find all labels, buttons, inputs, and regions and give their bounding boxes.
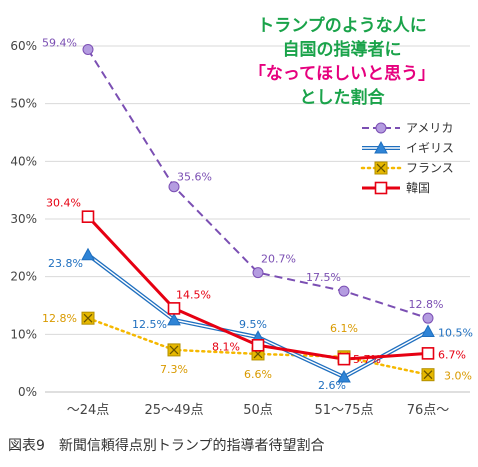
legend-entry: イギリス <box>362 140 454 155</box>
y-tick-label: 40% <box>10 154 37 168</box>
marker-韓国 <box>251 338 265 352</box>
data-label: 6.7% <box>438 348 466 361</box>
marker-韓国 <box>167 302 181 315</box>
chart-title-line: 自国の指導者に <box>283 39 402 60</box>
legend-label: アメリカ <box>406 121 453 135</box>
chart-title-line: とした割合 <box>300 87 386 108</box>
marker-韓国 <box>421 347 435 360</box>
marker-イギリス <box>421 324 435 337</box>
marker-イギリス <box>167 312 181 326</box>
marker-アメリカ <box>168 181 180 193</box>
data-label: 6.1% <box>330 322 358 335</box>
data-label: 35.6% <box>177 171 212 184</box>
series-markers <box>81 43 435 383</box>
legend-label: イギリス <box>406 141 454 155</box>
marker-アメリカ <box>82 43 94 55</box>
legend-marker <box>374 181 388 195</box>
x-tick-label: ～24点 <box>67 403 110 418</box>
legend-marker <box>374 140 388 154</box>
data-label: 20.7% <box>261 253 296 266</box>
data-label: 8.1% <box>212 340 240 353</box>
legend-entry: 韓国 <box>362 181 430 195</box>
data-label: 12.8% <box>42 312 77 325</box>
data-label: 9.5% <box>239 318 267 331</box>
data-label: 6.6% <box>244 368 272 381</box>
marker-イギリス <box>337 369 351 383</box>
data-labels: 59.4% 35.6% 20.7% 17.5% 12.8% 23.8% 12.5% 9.5% 2… <box>42 36 473 392</box>
data-label: 12.5% <box>132 318 167 331</box>
chart-title-line: 「なってほしいと思う」 <box>249 63 435 84</box>
y-tick-label: 30% <box>10 212 37 226</box>
legend-label: フランス <box>406 161 454 175</box>
x-tick-label: 25～49点 <box>144 403 203 418</box>
legend-entry: フランス <box>360 161 454 175</box>
marker-アメリカ <box>338 285 350 297</box>
y-tick-label: 60% <box>10 39 37 53</box>
data-label: 7.3% <box>160 363 188 376</box>
marker-フランス <box>167 343 181 357</box>
marker-韓国 <box>337 352 351 366</box>
chart-title-line: トランプのような人に <box>257 15 427 36</box>
data-label: 12.8% <box>409 298 444 311</box>
marker-韓国 <box>81 210 95 223</box>
data-label: 3.0% <box>444 370 472 383</box>
legend-marker <box>375 122 387 134</box>
legend-marker <box>374 161 388 175</box>
data-label: 59.4% <box>42 36 77 49</box>
x-tick-label: 51～75点 <box>314 403 373 418</box>
y-tick-label: 0% <box>18 385 37 399</box>
data-label: 30.4% <box>46 197 81 210</box>
marker-アメリカ <box>252 267 264 279</box>
figure-caption: 図表9 新聞信頼得点別トランプ的指導者待望割合 <box>8 437 325 454</box>
data-label: 10.5% <box>438 326 473 339</box>
data-label: 14.5% <box>176 288 211 301</box>
series-line-アメリカ <box>87 48 429 320</box>
y-tick-label: 20% <box>10 270 37 284</box>
data-label: 5.7% <box>353 353 381 366</box>
marker-イギリス <box>81 247 95 261</box>
marker-アメリカ <box>422 312 434 324</box>
x-tick-label: 76点～ <box>407 403 450 418</box>
y-tick-label: 10% <box>10 327 37 341</box>
legend-entry: アメリカ <box>362 121 453 135</box>
y-tick-label: 50% <box>10 97 37 111</box>
marker-フランス <box>421 368 435 382</box>
x-tick-label: 50点 <box>243 403 273 418</box>
data-label: 2.6% <box>318 379 346 392</box>
data-label: 23.8% <box>48 257 83 270</box>
data-label: 17.5% <box>306 271 341 284</box>
x-axis-ticks: ～24点 25～49点 50点 51～75点 76点～ <box>67 403 450 418</box>
legend-label: 韓国 <box>406 181 430 195</box>
marker-フランス <box>81 311 95 325</box>
y-axis-ticks: 0% 10% 20% 30% 40% 50% 60% <box>10 39 37 399</box>
